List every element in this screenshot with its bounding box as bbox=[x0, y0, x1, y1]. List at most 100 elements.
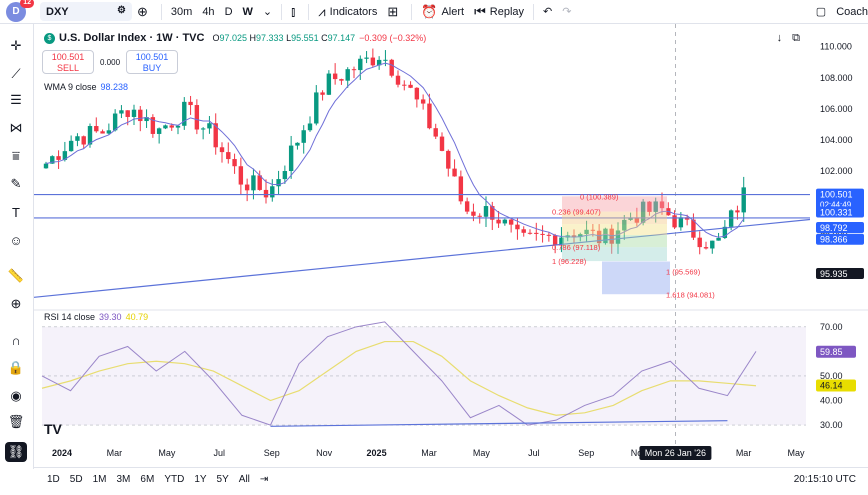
trendline-icon[interactable]: ⟋ bbox=[11, 66, 21, 81]
rsi-legend[interactable]: RSI 14 close 39.30 40.79 bbox=[44, 312, 148, 322]
candle-body bbox=[339, 79, 344, 81]
layouts-button[interactable]: ⊞ bbox=[382, 0, 407, 24]
candle-body bbox=[257, 175, 262, 190]
chart-legend: $ U.S. Dollar Index · 1W · TVC O97.025 H… bbox=[44, 32, 426, 44]
chart-area[interactable]: 98.000100.000102.000104.000106.000108.00… bbox=[33, 24, 868, 467]
interval-dropdown[interactable]: ⌄ bbox=[258, 0, 277, 24]
candle-body bbox=[552, 235, 558, 246]
y-tick-label: 110.000 bbox=[820, 42, 852, 52]
candle-body bbox=[106, 130, 112, 134]
eye-icon[interactable]: ◉ bbox=[10, 388, 22, 403]
candle-body bbox=[125, 110, 130, 117]
x-tick-label: Jul bbox=[528, 448, 540, 458]
user-avatar[interactable]: D 12 bbox=[6, 0, 34, 22]
fullscreen-button[interactable]: ▢ bbox=[811, 0, 831, 24]
add-symbol-button[interactable]: ⊕ bbox=[132, 0, 157, 24]
symbol-settings-icon[interactable]: ⚙ bbox=[117, 5, 126, 16]
range-ytd[interactable]: YTD bbox=[164, 474, 185, 485]
candle-body bbox=[710, 240, 715, 249]
rsi-y-tick-label: 50.00 bbox=[820, 371, 843, 381]
symbol-search[interactable]: DXY ⚙ bbox=[40, 2, 132, 21]
undo-icon: ↶ bbox=[543, 6, 553, 18]
candle-body bbox=[68, 140, 74, 152]
candle-body bbox=[603, 228, 608, 244]
rsi-price-tag bbox=[816, 345, 856, 358]
candle-body bbox=[402, 84, 407, 86]
coach-button[interactable]: Coach bbox=[831, 0, 868, 24]
buy-label: BUY bbox=[142, 63, 162, 73]
range-1d[interactable]: 1D bbox=[47, 474, 60, 485]
price-tag bbox=[816, 222, 864, 234]
close-label: C bbox=[321, 33, 328, 43]
fib-icon[interactable]: ⩸ bbox=[12, 148, 20, 163]
undo-button[interactable]: ↶ bbox=[538, 0, 557, 24]
range-all[interactable]: All bbox=[238, 474, 250, 485]
delete-icon[interactable]: 🗑 bbox=[7, 414, 25, 429]
emoji-icon[interactable]: ☺ bbox=[9, 232, 23, 248]
interval-30m[interactable]: 30m bbox=[170, 5, 193, 18]
chart-type-button[interactable]: ⫾ bbox=[286, 0, 304, 24]
candle-body bbox=[213, 123, 218, 148]
magnet-icon[interactable]: ∩ bbox=[11, 332, 21, 348]
interval-w[interactable]: W bbox=[242, 5, 253, 18]
rsi-ma-line bbox=[41, 340, 757, 416]
interval-4h[interactable]: 4h bbox=[202, 5, 215, 18]
range-1y[interactable]: 1Y bbox=[194, 474, 207, 485]
candle-body bbox=[81, 136, 86, 145]
divider bbox=[308, 3, 310, 20]
range-3m[interactable]: 3M bbox=[116, 474, 131, 485]
alert-button[interactable]: ⏰ Alert bbox=[416, 0, 469, 24]
interval-d[interactable]: D bbox=[224, 5, 233, 18]
range-1m[interactable]: 1M bbox=[92, 474, 107, 485]
y-tick-label: 102.000 bbox=[820, 166, 853, 176]
candle-body bbox=[94, 126, 99, 132]
horizontal-lines-icon[interactable]: ☰ bbox=[10, 92, 22, 107]
ruler-icon[interactable]: 📏 bbox=[7, 268, 25, 283]
x-tick-label: May bbox=[787, 448, 805, 458]
date-range-icon[interactable]: ⇥ bbox=[259, 474, 269, 485]
text-icon[interactable]: T bbox=[12, 204, 20, 220]
candle-body bbox=[320, 92, 325, 95]
candle-body bbox=[376, 59, 382, 66]
candle-body bbox=[219, 147, 225, 153]
ohlc-values: O97.025 H97.333 L95.551 C97.147 bbox=[212, 33, 355, 43]
indicators-button[interactable]: ⩘ Indicators bbox=[313, 0, 382, 24]
lock-icon[interactable]: 🔒 bbox=[7, 360, 25, 375]
range-5d[interactable]: 5D bbox=[69, 474, 83, 485]
candle-body bbox=[433, 128, 438, 137]
redo-button[interactable]: ↷ bbox=[557, 0, 576, 24]
candle-body bbox=[307, 123, 313, 131]
candle-body bbox=[615, 230, 621, 244]
replay-button[interactable]: ⏮ Replay bbox=[469, 0, 529, 24]
maximize-icon[interactable]: ⧉ bbox=[792, 32, 810, 44]
crosshair-icon[interactable]: ✛ bbox=[10, 38, 22, 53]
candle-body bbox=[119, 110, 124, 114]
candle-body bbox=[458, 176, 464, 202]
range-5y[interactable]: 5Y bbox=[216, 474, 229, 485]
range-6m[interactable]: 6M bbox=[140, 474, 155, 485]
sell-button[interactable]: 100.501 SELL bbox=[42, 50, 94, 74]
clock: 20:15:10 UTC bbox=[793, 474, 856, 485]
zoom-icon[interactable]: ⊕ bbox=[10, 296, 22, 311]
fib-level-label: 0 (100.389) bbox=[580, 192, 619, 201]
candle-body bbox=[364, 57, 369, 59]
candles-icon: ⫾ bbox=[291, 3, 296, 19]
wma-legend[interactable]: WMA 9 close 98.238 bbox=[44, 82, 128, 92]
brush-icon[interactable]: ✎ bbox=[10, 176, 22, 191]
candle-body bbox=[420, 99, 426, 104]
candle-body bbox=[263, 189, 269, 198]
buy-button[interactable]: 100.501 BUY bbox=[126, 50, 179, 74]
y-tick-label: 98.000 bbox=[820, 229, 848, 239]
pattern-icon[interactable]: ⋈ bbox=[9, 120, 23, 135]
download-icon[interactable]: ↓ bbox=[776, 32, 793, 44]
candle-body bbox=[477, 215, 482, 217]
candle-body bbox=[464, 201, 470, 212]
candle-body bbox=[408, 84, 413, 88]
candle-body bbox=[43, 163, 49, 169]
link-icon[interactable]: ⛓ bbox=[5, 442, 27, 462]
candle-body bbox=[722, 226, 728, 238]
candle-body bbox=[351, 69, 357, 71]
candle-body bbox=[508, 219, 514, 225]
candle-body bbox=[395, 75, 401, 85]
rsi-ma-value: 40.79 bbox=[125, 312, 149, 322]
